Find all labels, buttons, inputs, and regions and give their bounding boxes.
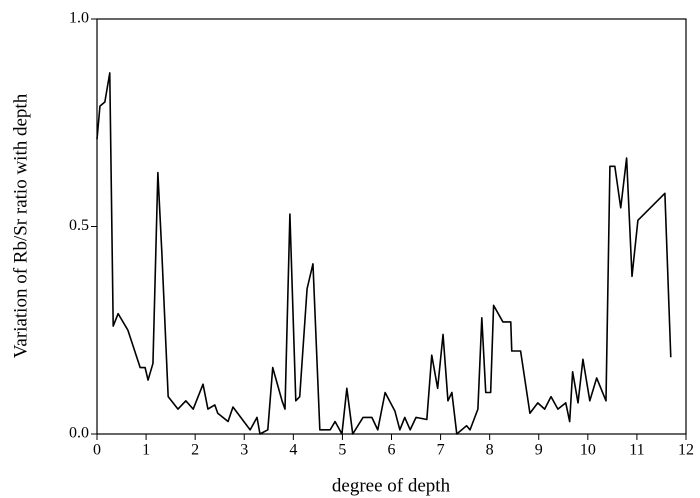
x-tick-label: 9 (535, 442, 543, 459)
x-tick-label: 1 (142, 442, 150, 459)
x-tick-label: 5 (338, 442, 346, 459)
x-tick-label: 0 (93, 442, 101, 459)
y-tick-label: 0.0 (69, 425, 89, 442)
x-tick-label: 7 (437, 442, 445, 459)
data-line (96, 72, 672, 435)
x-tick-label: 11 (629, 442, 644, 459)
plot-frame (96, 18, 687, 435)
y-tick-label: 1.0 (69, 10, 89, 27)
x-tick-label: 8 (486, 442, 494, 459)
x-tick-label: 4 (289, 442, 297, 459)
x-axis-title: degree of depth (332, 475, 451, 496)
x-tick-label: 3 (240, 442, 248, 459)
x-tick-label: 12 (678, 442, 694, 459)
x-tick-label: 6 (388, 442, 396, 459)
x-tick-label: 10 (580, 442, 596, 459)
y-axis-title: Variation of Rb/Sr ratio with depth (10, 93, 31, 358)
y-tick-label: 0.5 (69, 217, 89, 234)
x-tick-label: 2 (191, 442, 199, 459)
